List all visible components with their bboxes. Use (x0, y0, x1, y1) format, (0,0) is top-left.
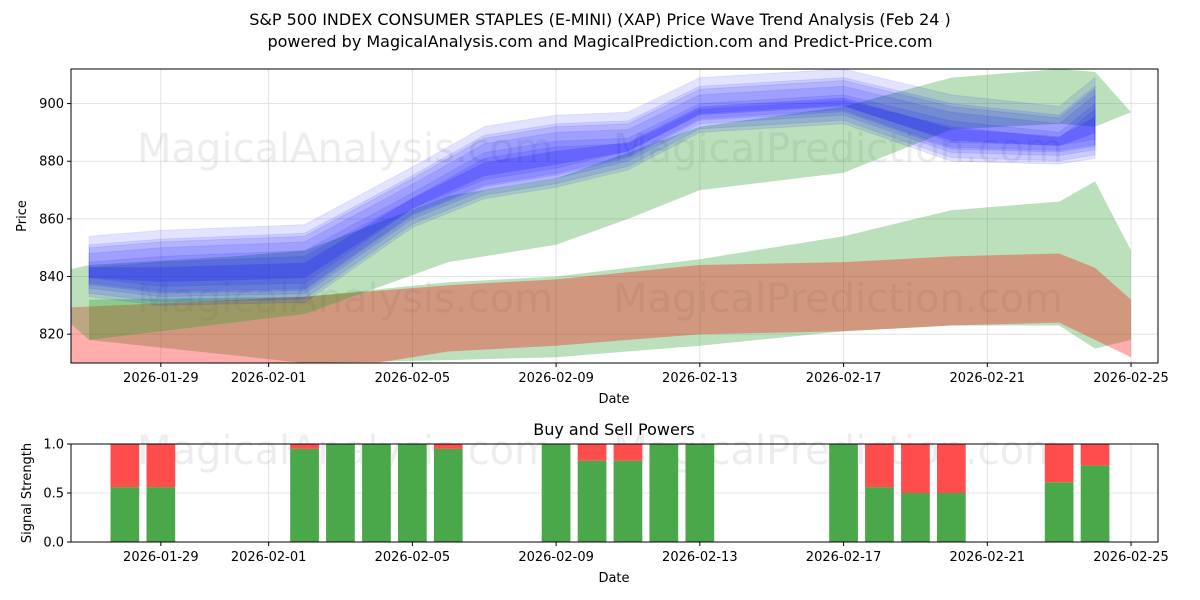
band-blue-wave-layer (88, 69, 1096, 287)
bottom-x-tick-label: 2026-01-29 (123, 550, 199, 565)
band-blue-wave-layer (88, 85, 1096, 298)
sell-bar (433, 444, 463, 449)
bottom-y-axis-label: Signal Strength (20, 443, 35, 543)
sell-bar (1044, 444, 1074, 483)
sell-bar (937, 444, 966, 493)
buy-bar (1044, 482, 1074, 542)
top-x-axis-label: Date (598, 392, 629, 407)
top-watermark: MagicalAnalysis.com MagicalPrediction.com… (137, 126, 1063, 322)
top-plot-frame (70, 68, 1159, 364)
sell-bar (901, 444, 930, 493)
buy-bar (829, 444, 858, 542)
top-ticks: 2026-01-29 2026-02-01 2026-02-05 2026-02-09… (39, 97, 1169, 386)
top-x-tick-label: 2026-02-21 (950, 371, 1026, 386)
sell-bar (110, 444, 140, 488)
top-x-tick-label: 2026-02-17 (806, 371, 882, 386)
watermark-text: MagicalPrediction.com (613, 276, 1063, 322)
sell-bar (577, 444, 607, 461)
buy-bar (613, 460, 643, 542)
band-upper-green-band (71, 69, 1131, 340)
buy-bar (901, 493, 930, 542)
band-blue-wave-layer (88, 77, 1096, 293)
band-blue-wave-layer (88, 100, 1096, 306)
top-x-tick-label: 2026-01-29 (123, 371, 199, 386)
bottom-ticks: 2026-01-29 2026-02-01 2026-02-05 2026-02-09… (43, 438, 1169, 566)
buy-bar (290, 448, 319, 542)
buy-bar (110, 487, 140, 542)
watermark-text: MagicalPrediction.com (613, 126, 1063, 172)
top-x-tick-label: 2026-02-25 (1093, 371, 1169, 386)
top-x-tick-label: 2026-02-13 (662, 371, 738, 386)
buy-bar (398, 444, 427, 542)
top-y-tick-label: 880 (39, 155, 64, 170)
bottom-x-tick-label: 2026-02-17 (806, 550, 882, 565)
buy-bar (326, 444, 355, 542)
top-y-tick-label: 840 (39, 270, 64, 285)
bottom-y-tick-label: 1.0 (43, 438, 64, 453)
top-grid (71, 69, 1158, 363)
buy-bar (541, 444, 571, 542)
bottom-x-tick-label: 2026-02-25 (1093, 550, 1169, 565)
top-y-axis-label: Price (15, 200, 30, 232)
sell-bar (290, 444, 319, 449)
watermark-text: MagicalAnalysis.com (137, 126, 553, 172)
buy-bar (577, 460, 607, 542)
top-y-tick-label: 820 (39, 328, 64, 343)
bottom-x-tick-label: 2026-02-01 (231, 550, 307, 565)
bottom-bars (110, 444, 1110, 542)
band-lower-green-band (89, 181, 1131, 363)
band-blue-wave-layer (88, 79, 1096, 294)
bottom-x-axis-label: Date (598, 571, 629, 586)
top-x-tick-label: 2026-02-05 (375, 371, 451, 386)
band-blue-wave-layer (88, 94, 1096, 303)
bottom-x-tick-label: 2026-02-13 (662, 550, 738, 565)
buy-bar (362, 444, 391, 542)
top-x-tick-label: 2026-02-01 (231, 371, 307, 386)
buy-bar (1080, 465, 1110, 542)
sell-bar (1080, 444, 1110, 466)
buy-bar (146, 487, 176, 542)
top-bands (71, 69, 1131, 363)
bottom-x-tick-label: 2026-02-09 (518, 550, 594, 565)
buy-bar (685, 444, 715, 542)
chart-title: S&P 500 INDEX CONSUMER STAPLES (E-MINI) … (249, 10, 951, 29)
sell-bar (146, 444, 176, 488)
sell-bar (865, 444, 894, 488)
buy-bar (865, 487, 894, 542)
buy-bar (433, 448, 463, 542)
chart-subtitle: powered by MagicalAnalysis.com and Magic… (267, 32, 933, 51)
sell-bar (613, 444, 643, 461)
top-y-tick-label: 900 (39, 97, 64, 112)
band-red-band (71, 253, 1131, 363)
bottom-x-tick-label: 2026-02-21 (950, 550, 1026, 565)
top-x-tick-label: 2026-02-09 (518, 371, 594, 386)
top-y-tick-label: 860 (39, 212, 64, 227)
buy-bar (649, 444, 679, 542)
watermark-text: MagicalAnalysis.com (137, 276, 553, 322)
bottom-y-tick-label: 0.5 (43, 487, 64, 502)
bottom-chart-title: Buy and Sell Powers (533, 420, 695, 439)
buy-bar (937, 493, 966, 542)
bottom-y-tick-label: 0.0 (43, 536, 64, 551)
bottom-x-tick-label: 2026-02-05 (375, 550, 451, 565)
